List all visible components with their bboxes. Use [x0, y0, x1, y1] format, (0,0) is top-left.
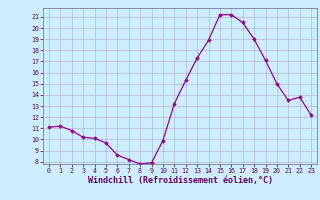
X-axis label: Windchill (Refroidissement éolien,°C): Windchill (Refroidissement éolien,°C)	[87, 176, 273, 185]
